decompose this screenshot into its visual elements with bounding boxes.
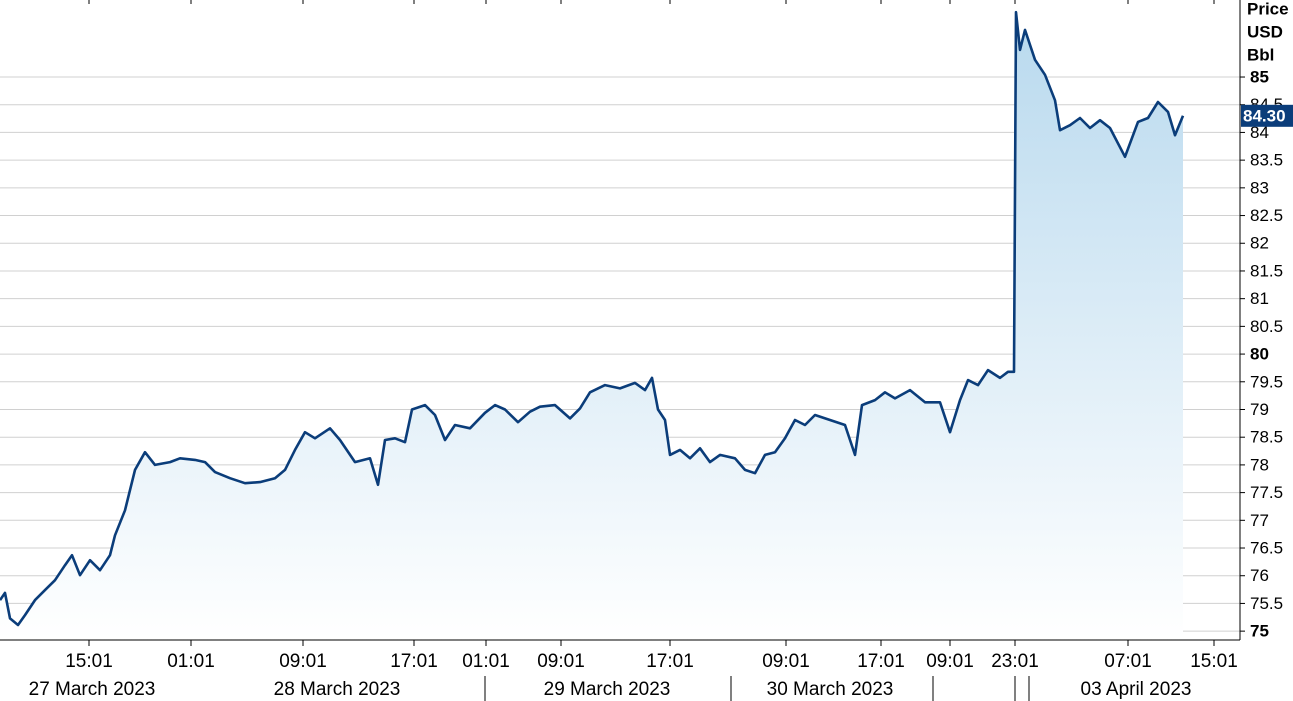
y-tick-label: 85 — [1250, 68, 1269, 87]
y-tick-label: 78.5 — [1250, 428, 1283, 447]
y-tick-label: 83 — [1250, 178, 1269, 197]
x-tick-label: 07:01 — [1104, 651, 1152, 672]
y-tick-label: 82.5 — [1250, 206, 1283, 225]
x-tick-label: 01:01 — [167, 651, 215, 672]
y-tick-label: 82 — [1250, 234, 1269, 253]
y-tick-label: 76.5 — [1250, 539, 1283, 558]
x-tick-label: 09:01 — [762, 651, 810, 672]
y-tick-label: 77.5 — [1250, 483, 1283, 502]
y-tick-label: 78 — [1250, 455, 1269, 474]
date-label: 29 March 2023 — [544, 679, 671, 700]
x-tick-label: 17:01 — [646, 651, 694, 672]
x-tick-label: 15:01 — [1190, 651, 1238, 672]
x-tick-label: 09:01 — [279, 651, 327, 672]
x-tick-label: 09:01 — [537, 651, 585, 672]
plot — [0, 10, 1185, 640]
y-tick-label: 79 — [1250, 400, 1269, 419]
current-price-box — [1241, 104, 1293, 127]
y-tick-label: 81 — [1250, 289, 1269, 308]
y-tick-label: 81.5 — [1250, 261, 1283, 280]
x-tick-label: 15:01 — [65, 651, 113, 672]
axis-title: USD — [1247, 22, 1283, 41]
x-tick-label: 01:01 — [462, 651, 510, 672]
x-tick-label: 17:01 — [857, 651, 905, 672]
x-tick-label: 09:01 — [926, 651, 974, 672]
price-line — [0, 10, 1185, 627]
y-tick-label: 79.5 — [1250, 372, 1283, 391]
axis-title: Price — [1247, 0, 1289, 18]
y-tick-label: 83.5 — [1250, 151, 1283, 170]
y-tick-label: 80 — [1250, 345, 1269, 364]
current-price-label: 84.30 — [1243, 106, 1286, 125]
y-tick-label: 80.5 — [1250, 317, 1283, 336]
area-fill — [0, 12, 1183, 640]
x-tick-label: 17:01 — [390, 651, 438, 672]
x-tick-label: 23:01 — [991, 651, 1039, 672]
y-tick-label: 75 — [1250, 622, 1269, 641]
date-label: 03 April 2023 — [1081, 679, 1192, 700]
y-tick-label: 84 — [1250, 123, 1269, 142]
date-label: 28 March 2023 — [274, 679, 401, 700]
y-tick-label: 75.5 — [1250, 594, 1283, 613]
y-tick-label: 76 — [1250, 566, 1269, 585]
y-tick-label: 77 — [1250, 511, 1269, 530]
date-label: 27 March 2023 — [29, 679, 156, 700]
date-label: 30 March 2023 — [767, 679, 894, 700]
axis-title: Bbl — [1247, 45, 1274, 64]
